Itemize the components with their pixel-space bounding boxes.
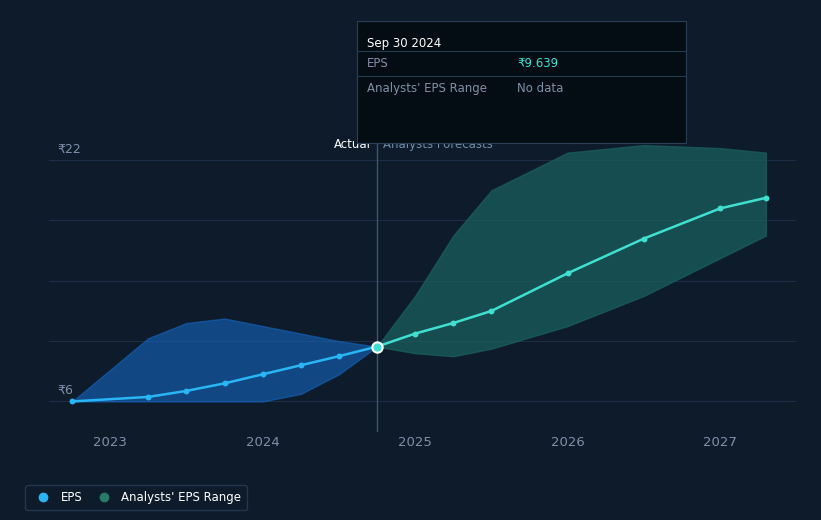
Text: Sep 30 2024: Sep 30 2024 (367, 37, 441, 50)
Point (370, 342, 383, 350)
Point (759, 193, 773, 202)
Point (180, 387, 193, 395)
Point (447, 319, 460, 327)
Point (409, 330, 422, 338)
Text: ₹6: ₹6 (57, 384, 73, 397)
Point (256, 370, 269, 379)
Point (142, 393, 155, 401)
Text: No data: No data (517, 82, 563, 95)
Text: Analysts Forecasts: Analysts Forecasts (383, 137, 493, 150)
Point (218, 379, 232, 387)
Text: Actual: Actual (334, 137, 371, 150)
Point (370, 342, 383, 350)
Point (66, 397, 79, 406)
Point (485, 307, 498, 315)
Point (713, 204, 727, 213)
Legend: EPS, Analysts' EPS Range: EPS, Analysts' EPS Range (25, 485, 247, 510)
Text: Analysts' EPS Range: Analysts' EPS Range (367, 82, 487, 95)
Point (370, 342, 383, 350)
Text: ₹9.639: ₹9.639 (517, 57, 558, 70)
Text: EPS: EPS (367, 57, 388, 70)
Point (333, 352, 346, 360)
Text: ₹22: ₹22 (57, 142, 80, 155)
Point (637, 235, 650, 243)
Point (561, 269, 574, 278)
Point (294, 361, 307, 369)
